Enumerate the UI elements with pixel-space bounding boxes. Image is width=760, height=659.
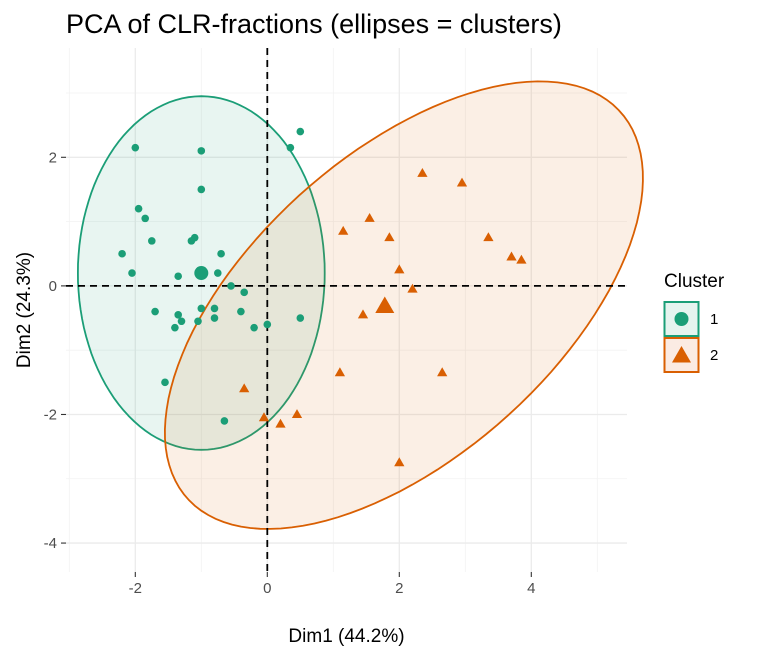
centroid-cluster-1 (194, 266, 209, 281)
point-cluster-2 (516, 254, 527, 264)
legend-label-cluster-1: 1 (710, 311, 718, 328)
point-cluster-1 (197, 185, 206, 194)
cluster-centroids (194, 266, 395, 313)
legend: Cluster 1 2 (663, 271, 725, 373)
data-points (118, 127, 527, 467)
y-tick-label: 0 (49, 278, 57, 295)
point-cluster-2 (407, 283, 418, 293)
point-cluster-1 (263, 320, 272, 329)
point-cluster-1 (197, 304, 206, 313)
legend-marker-cluster-1 (674, 312, 689, 326)
ellipse-cluster-2 (163, 80, 644, 530)
point-cluster-1 (250, 323, 258, 332)
y-tick-label: 2 (49, 149, 57, 166)
point-cluster-1 (214, 269, 222, 277)
point-cluster-1 (210, 304, 219, 313)
point-cluster-2 (357, 309, 369, 319)
point-cluster-1 (197, 147, 206, 155)
point-cluster-2 (394, 457, 405, 467)
x-tick-label: 0 (263, 580, 271, 597)
x-tick-label: -2 (129, 580, 142, 597)
point-cluster-1 (296, 127, 305, 136)
point-cluster-1 (220, 417, 229, 425)
point-cluster-1 (286, 143, 295, 152)
y-axis-title: Dim2 (24.3%) (14, 252, 35, 368)
point-cluster-1 (296, 314, 305, 322)
point-cluster-1 (148, 237, 156, 245)
point-cluster-2 (394, 264, 405, 274)
plot-background (66, 48, 627, 572)
x-axis-title: Dim1 (44.2%) (288, 626, 404, 647)
point-cluster-2 (384, 232, 395, 242)
point-cluster-2 (364, 212, 375, 222)
legend-marker-cluster-2 (672, 346, 691, 363)
legend-title: Cluster (664, 271, 725, 292)
point-cluster-2 (417, 167, 428, 177)
point-cluster-1 (134, 204, 143, 213)
point-cluster-2 (483, 232, 494, 242)
point-cluster-2 (291, 409, 303, 418)
point-cluster-1 (174, 272, 182, 281)
point-cluster-1 (227, 282, 235, 290)
y-tick-label: -2 (44, 406, 57, 423)
point-cluster-1 (237, 307, 245, 316)
reference-lines (66, 48, 627, 572)
point-cluster-2 (437, 367, 448, 377)
legend-label-cluster-2: 2 (710, 347, 718, 364)
point-cluster-2 (258, 412, 270, 422)
point-cluster-2 (456, 177, 468, 187)
point-cluster-1 (131, 143, 140, 152)
point-cluster-1 (210, 314, 219, 322)
point-cluster-1 (217, 249, 225, 258)
point-cluster-1 (161, 378, 169, 387)
point-cluster-1 (187, 237, 196, 245)
centroid-cluster-2 (375, 296, 395, 313)
point-cluster-2 (334, 367, 346, 377)
chart-title: PCA of CLR-fractions (ellipses = cluster… (66, 9, 562, 39)
point-cluster-1 (177, 317, 186, 326)
y-tick-label: -4 (44, 535, 57, 552)
point-cluster-1 (240, 288, 248, 297)
point-cluster-2 (338, 225, 349, 235)
point-cluster-1 (118, 249, 126, 258)
point-cluster-1 (171, 323, 179, 332)
point-cluster-1 (151, 307, 159, 316)
point-cluster-1 (194, 317, 202, 326)
axis-tick-labels: -2 0 2 4 -4 -2 0 2 (44, 149, 536, 597)
x-tick-label: 2 (395, 580, 403, 597)
point-cluster-1 (174, 311, 182, 319)
point-cluster-2 (239, 383, 250, 393)
point-cluster-2 (275, 418, 286, 428)
axis-ticks (61, 156, 532, 577)
x-tick-label: 4 (527, 580, 535, 597)
point-cluster-1 (141, 214, 149, 223)
point-cluster-1 (128, 269, 136, 277)
point-cluster-2 (506, 251, 517, 261)
